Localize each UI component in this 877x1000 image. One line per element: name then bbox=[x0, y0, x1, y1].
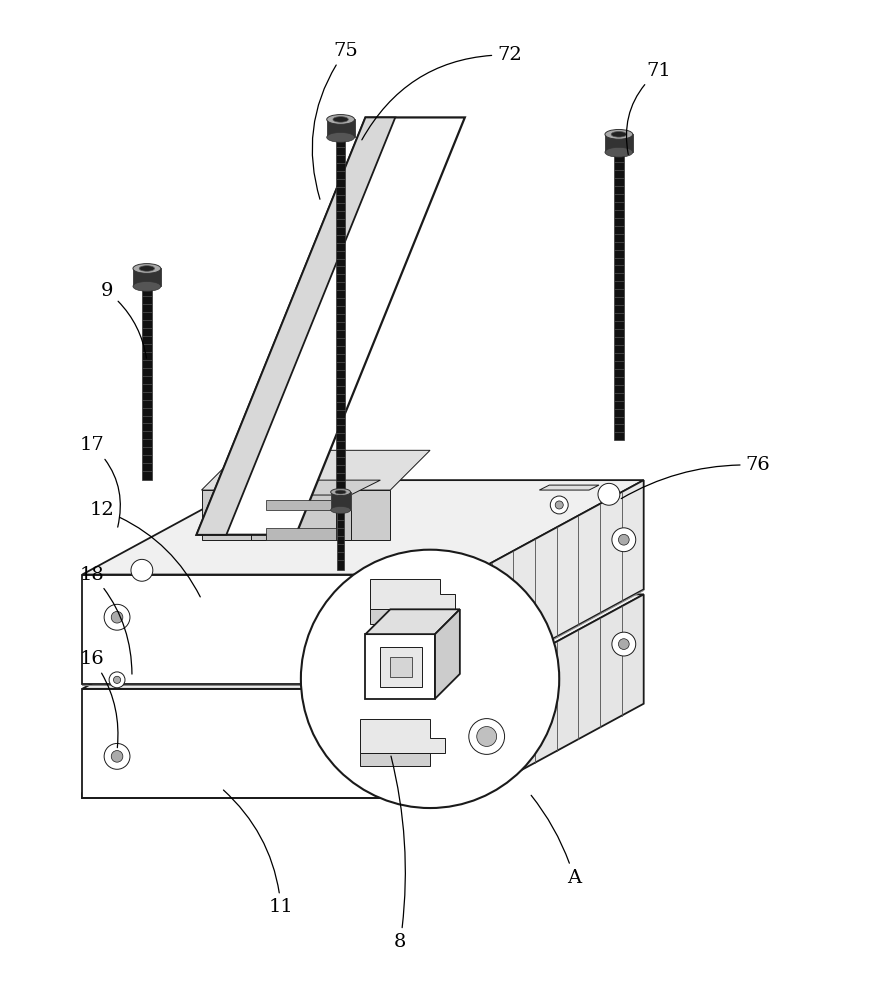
Text: 8: 8 bbox=[391, 756, 406, 951]
Text: A: A bbox=[531, 795, 581, 887]
Circle shape bbox=[104, 604, 130, 630]
Ellipse shape bbox=[133, 264, 160, 273]
Polygon shape bbox=[381, 647, 422, 687]
Text: 16: 16 bbox=[80, 650, 118, 748]
Polygon shape bbox=[196, 117, 396, 535]
Polygon shape bbox=[470, 480, 644, 684]
Polygon shape bbox=[539, 485, 599, 490]
Ellipse shape bbox=[333, 117, 348, 122]
Ellipse shape bbox=[133, 281, 160, 291]
Polygon shape bbox=[390, 657, 412, 677]
Polygon shape bbox=[251, 480, 381, 495]
Ellipse shape bbox=[331, 506, 351, 513]
Text: 12: 12 bbox=[89, 501, 200, 597]
Polygon shape bbox=[435, 609, 460, 699]
Text: 71: 71 bbox=[626, 62, 671, 154]
Circle shape bbox=[367, 616, 393, 642]
Circle shape bbox=[109, 672, 125, 688]
Polygon shape bbox=[470, 594, 644, 798]
Polygon shape bbox=[266, 528, 336, 540]
Circle shape bbox=[598, 483, 620, 505]
Polygon shape bbox=[202, 450, 430, 490]
Bar bbox=[336, 135, 346, 490]
Polygon shape bbox=[82, 689, 470, 798]
Circle shape bbox=[219, 479, 241, 500]
Polygon shape bbox=[360, 719, 445, 753]
Bar bbox=[142, 284, 152, 480]
Circle shape bbox=[612, 632, 636, 656]
Ellipse shape bbox=[327, 132, 354, 142]
Ellipse shape bbox=[139, 266, 154, 271]
Text: 9: 9 bbox=[101, 282, 146, 358]
Polygon shape bbox=[266, 500, 336, 510]
Text: 76: 76 bbox=[621, 456, 770, 499]
Polygon shape bbox=[82, 480, 644, 575]
Circle shape bbox=[301, 550, 560, 808]
Bar bbox=[331, 492, 351, 510]
Ellipse shape bbox=[335, 490, 346, 494]
Ellipse shape bbox=[327, 115, 354, 124]
Polygon shape bbox=[366, 609, 460, 634]
Polygon shape bbox=[251, 495, 266, 540]
Circle shape bbox=[111, 611, 123, 623]
Polygon shape bbox=[370, 609, 440, 624]
Circle shape bbox=[404, 559, 426, 581]
Circle shape bbox=[618, 639, 629, 649]
Bar bbox=[614, 150, 624, 440]
Polygon shape bbox=[360, 753, 430, 766]
Circle shape bbox=[104, 743, 130, 769]
Polygon shape bbox=[370, 579, 455, 609]
Circle shape bbox=[555, 501, 563, 509]
Text: 11: 11 bbox=[224, 790, 294, 916]
Polygon shape bbox=[196, 117, 465, 535]
Circle shape bbox=[131, 559, 153, 581]
Ellipse shape bbox=[605, 129, 633, 139]
Ellipse shape bbox=[605, 147, 633, 157]
Bar bbox=[133, 268, 160, 286]
Polygon shape bbox=[366, 634, 435, 699]
Text: 17: 17 bbox=[80, 436, 120, 527]
Polygon shape bbox=[336, 495, 351, 540]
Circle shape bbox=[618, 534, 629, 545]
Bar bbox=[327, 119, 354, 137]
Circle shape bbox=[113, 676, 121, 683]
Polygon shape bbox=[82, 594, 644, 689]
Circle shape bbox=[477, 727, 496, 746]
Circle shape bbox=[612, 528, 636, 552]
Text: 18: 18 bbox=[80, 566, 132, 674]
Ellipse shape bbox=[611, 132, 626, 137]
Text: 72: 72 bbox=[362, 46, 522, 140]
Text: 75: 75 bbox=[312, 42, 358, 199]
Bar bbox=[337, 508, 344, 570]
Ellipse shape bbox=[331, 489, 351, 496]
Circle shape bbox=[550, 496, 568, 514]
Polygon shape bbox=[202, 490, 390, 540]
Circle shape bbox=[111, 751, 123, 762]
Polygon shape bbox=[82, 575, 470, 684]
Bar bbox=[605, 134, 633, 152]
Circle shape bbox=[469, 719, 504, 754]
